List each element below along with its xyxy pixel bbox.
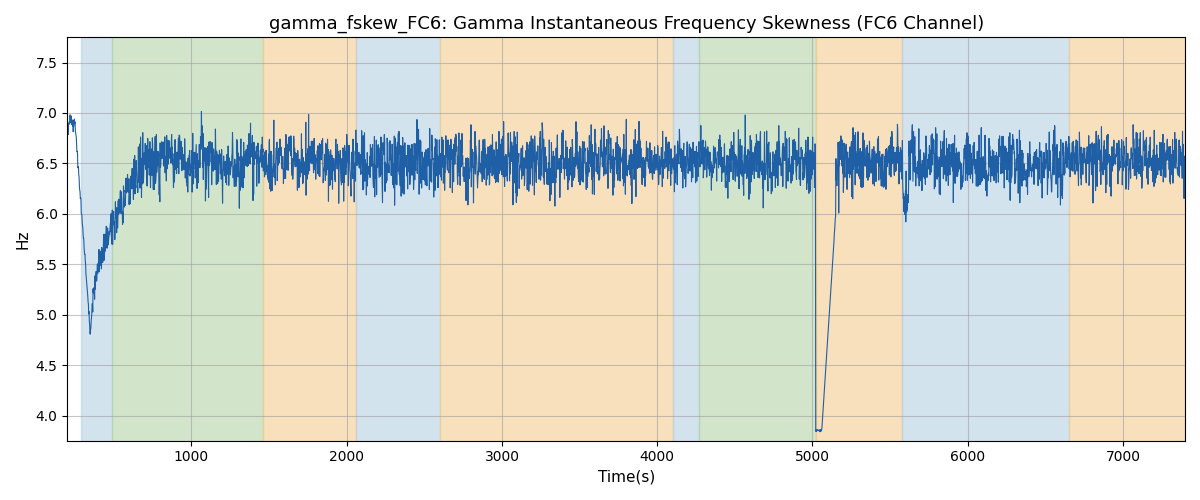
Bar [263, 38, 356, 440]
Bar [82, 38, 113, 440]
Bar [356, 38, 440, 440]
Bar [440, 38, 673, 440]
X-axis label: Time(s): Time(s) [598, 470, 655, 485]
Bar [113, 38, 263, 440]
Bar [902, 38, 1068, 440]
Y-axis label: Hz: Hz [16, 230, 30, 249]
Bar [1068, 38, 1184, 440]
Bar [816, 38, 902, 440]
Bar [700, 38, 816, 440]
Title: gamma_fskew_FC6: Gamma Instantaneous Frequency Skewness (FC6 Channel): gamma_fskew_FC6: Gamma Instantaneous Fre… [269, 15, 984, 34]
Bar [673, 38, 700, 440]
